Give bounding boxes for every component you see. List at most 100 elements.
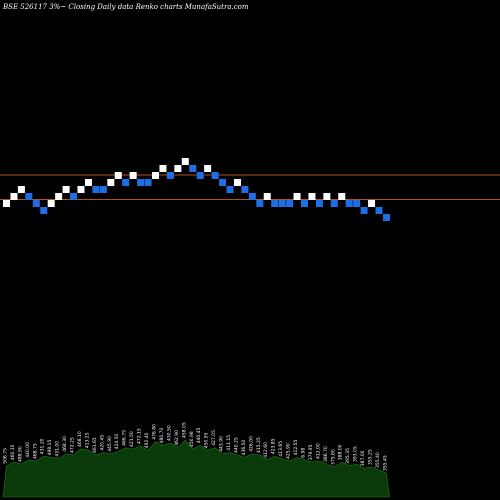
volume-label: 506.75 [3,448,9,464]
volume-label: 436.50 [241,440,247,456]
chart-title: BSE 526117 3%~ Closing Daily data Renko … [2,3,249,11]
volume-label: 425.90 [286,443,292,459]
renko-brick [10,193,18,200]
renko-brick [114,172,122,179]
volume-label: 412.55 [293,440,299,456]
volume-label: 415.25 [256,437,262,453]
renko-brick [181,158,189,165]
renko-brick [368,200,376,207]
renko-brick [129,172,137,179]
volume-area [2,439,390,498]
renko-brick [99,186,107,193]
volume-label: 472.25 [70,437,76,453]
renko-brick [3,200,10,207]
volume-label: 461.65 [92,437,98,453]
volume-label: 443.90 [219,436,225,452]
volume-label: 387.00 [360,450,366,466]
volume-label: 450.98 [189,431,195,447]
volume-label: 411.15 [226,435,232,451]
volume-label: 476.80 [152,424,158,440]
volume-label: 468.75 [32,443,38,459]
renko-brick [70,193,78,200]
renko-brick [77,186,85,193]
volume-label: 6.98 [301,448,307,458]
renko-brick [107,179,115,186]
renko-brick [330,200,338,207]
volume-label: 440.25 [233,437,239,453]
renko-brick [174,165,182,172]
renko-brick [32,200,40,207]
renko-brick [55,193,63,200]
renko-brick [301,200,308,207]
renko-brick [204,165,212,172]
renko-bricks [3,158,390,221]
renko-brick [92,186,100,193]
renko-brick [241,186,249,193]
renko-brick [62,186,70,193]
renko-brick [189,165,197,172]
volume-label: 445.90 [107,436,113,452]
volume-label: 355.25 [368,449,374,465]
volume-label: 427.05 [211,430,217,446]
renko-brick [323,193,331,200]
renko-brick [308,193,316,200]
volume-label: 421.50 [129,431,135,447]
volume-label: 413.25 [84,432,90,448]
renko-brick [375,207,383,214]
volume-label: 430.50 [166,425,172,441]
renko-brick [233,179,241,186]
renko-brick [382,214,390,221]
renko-brick [345,200,353,207]
renko-brick [47,200,55,207]
volume-label: 440.00 [25,442,31,458]
renko-brick [353,200,361,207]
volume-label: 386.70 [323,446,329,462]
volume-label: 468.30 [62,436,68,452]
renko-brick [293,193,301,200]
volume-label: 388.00 [338,444,344,460]
volume-label: 468.10 [77,431,83,447]
volume-label: 423.85 [271,438,277,454]
renko-brick [122,179,130,186]
renko-brick [263,193,271,200]
renko-brick [196,172,204,179]
volume-label: 426.00 [248,436,254,452]
volume-label: 412.60 [263,442,269,458]
volume-label: 431.00 [55,441,61,457]
volume-label: 450.95 [204,432,210,448]
renko-brick [248,193,256,200]
volume-label: 480.70 [159,428,165,444]
renko-brick [159,165,167,172]
volume-label: 424.50 [114,434,120,450]
renko-brick [17,186,25,193]
renko-brick [84,179,92,186]
renko-brick [338,193,346,200]
volume-label: 412.00 [315,443,321,459]
renko-brick [40,207,48,214]
volume-label: 460.10 [10,444,16,460]
volume-label: 355.40 [375,452,381,468]
renko-brick [278,200,286,207]
renko-brick [25,193,33,200]
volume-panel: 506.75 460.10 488.90 440.00 468.75 431.20 498.… [2,422,390,498]
volume-label: 375.80 [330,449,336,465]
renko-brick [211,172,219,179]
volume-label: 458.05 [181,422,187,438]
volume-label: 488.90 [17,446,23,462]
volume-label: 420.45 [99,435,105,451]
volume-label: 393.05 [353,446,359,462]
volume-label: 492.40 [144,432,150,448]
volume-label: 431.20 [40,438,46,454]
renko-brick [286,200,294,207]
volume-label: 498.15 [47,440,53,456]
volume-label: 395.35 [345,448,351,464]
renko-brick [152,172,159,179]
volume-label: 440.45 [196,428,202,444]
renko-brick [315,200,323,207]
renko-brick [256,200,264,207]
volume-label: 413.65 [278,441,284,457]
renko-brick [226,186,234,193]
renko-brick [360,207,368,214]
